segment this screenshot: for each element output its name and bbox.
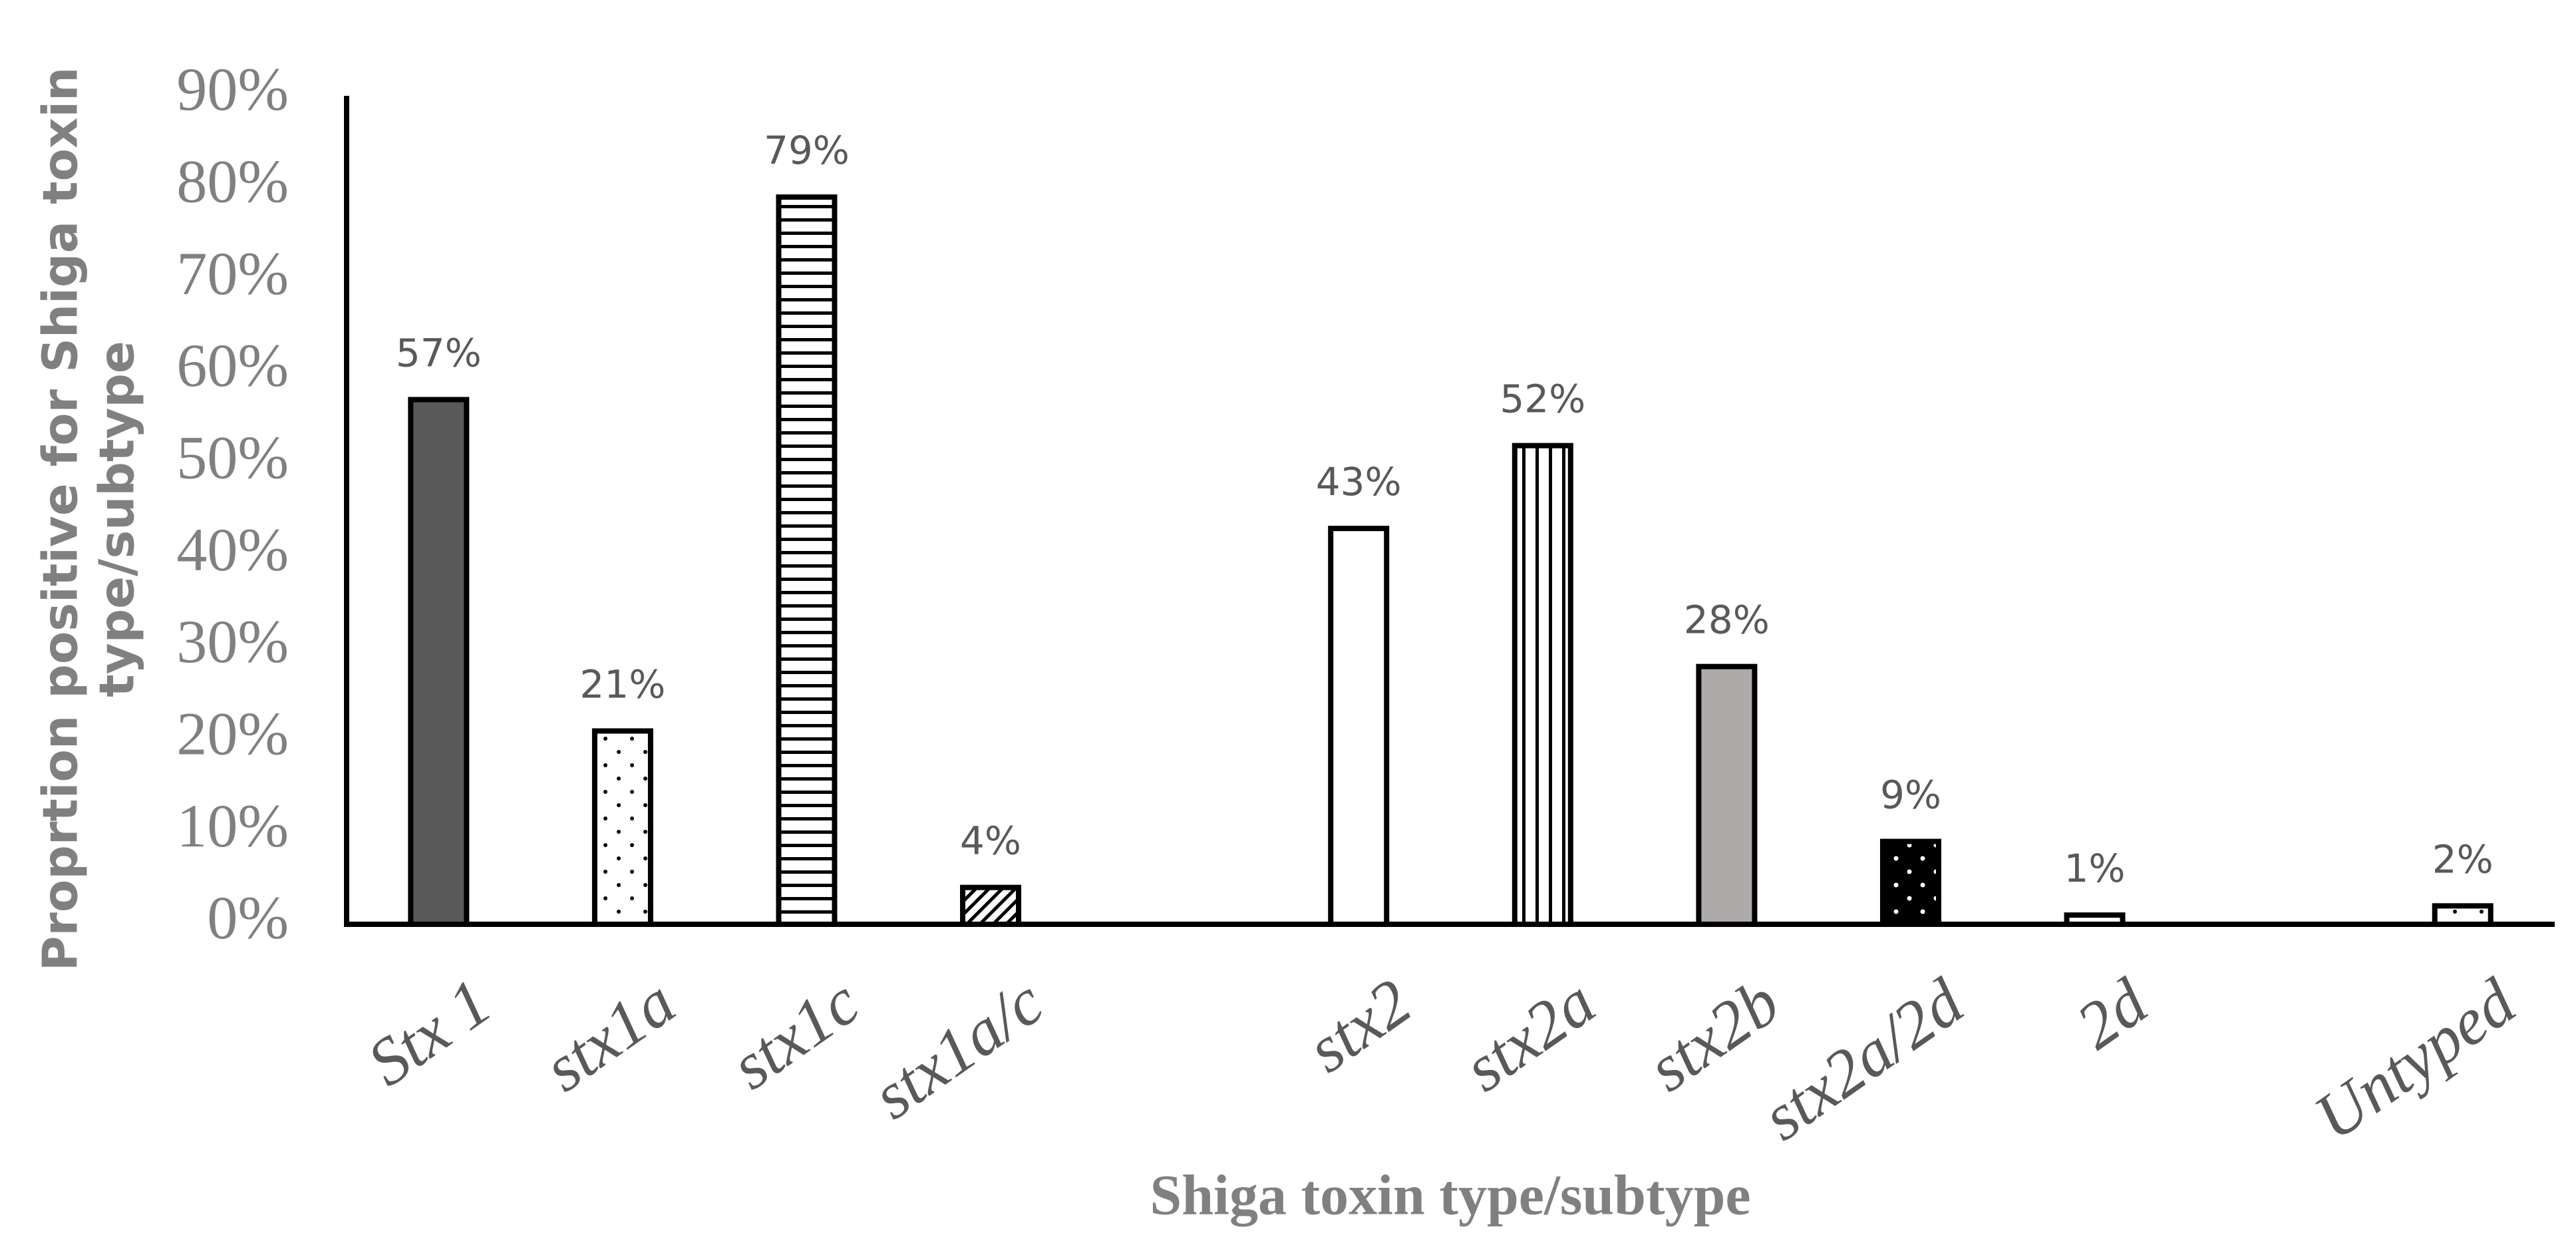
bar [408, 397, 470, 927]
y-tick-label: 10% [176, 792, 289, 860]
value-label: 28% [1684, 598, 1770, 643]
x-tick-label: stx1a/c [860, 964, 1056, 1133]
y-tick-label: 20% [176, 699, 289, 767]
y-tick-label: 80% [176, 147, 289, 215]
value-label: 43% [1316, 459, 1402, 504]
y-axis-title: Proprtion positive for Shiga toxin type/… [33, 67, 145, 972]
bar [1696, 663, 1758, 928]
x-tick-label: stx1a [531, 964, 689, 1105]
bar [960, 884, 1022, 927]
x-tick-label: stx2a [1451, 964, 1609, 1105]
x-axis-title: Shiga toxin type/subtype [1150, 1163, 1750, 1227]
x-tick-label: stx1c [718, 964, 872, 1103]
value-label: 79% [764, 128, 850, 173]
value-label: 21% [579, 662, 665, 707]
y-axis-title-line: type/subtype [89, 341, 145, 697]
y-axis-title-line: Proprtion positive for Shiga toxin [33, 67, 88, 972]
bar [1512, 443, 1573, 927]
y-tick-label: 0% [207, 884, 289, 952]
x-tick-label: stx2 [1294, 964, 1424, 1086]
bar [1328, 526, 1390, 927]
y-tick-label: 70% [176, 240, 289, 307]
value-label: 9% [1880, 773, 1941, 818]
bar [776, 194, 838, 928]
y-tick-label: 50% [176, 423, 289, 491]
value-label: 4% [960, 818, 1021, 864]
y-tick-label: 90% [176, 55, 289, 123]
value-label: 57% [396, 331, 482, 376]
value-label: 2% [2432, 836, 2494, 882]
y-tick-label: 60% [176, 331, 289, 399]
x-tick-label: stx2a/2d [1749, 964, 1977, 1155]
bar [1879, 838, 1941, 927]
y-tick-label: 30% [176, 608, 289, 675]
x-tick-label: 2d [2063, 964, 2160, 1063]
value-label: 52% [1500, 377, 1585, 422]
bar [591, 728, 653, 927]
y-tick-label: 40% [176, 516, 289, 584]
x-tick-label: Stx 1 [355, 964, 504, 1100]
bar [2432, 903, 2494, 928]
x-tick-label: Untyped [2301, 964, 2529, 1155]
value-label: 1% [2064, 846, 2126, 891]
